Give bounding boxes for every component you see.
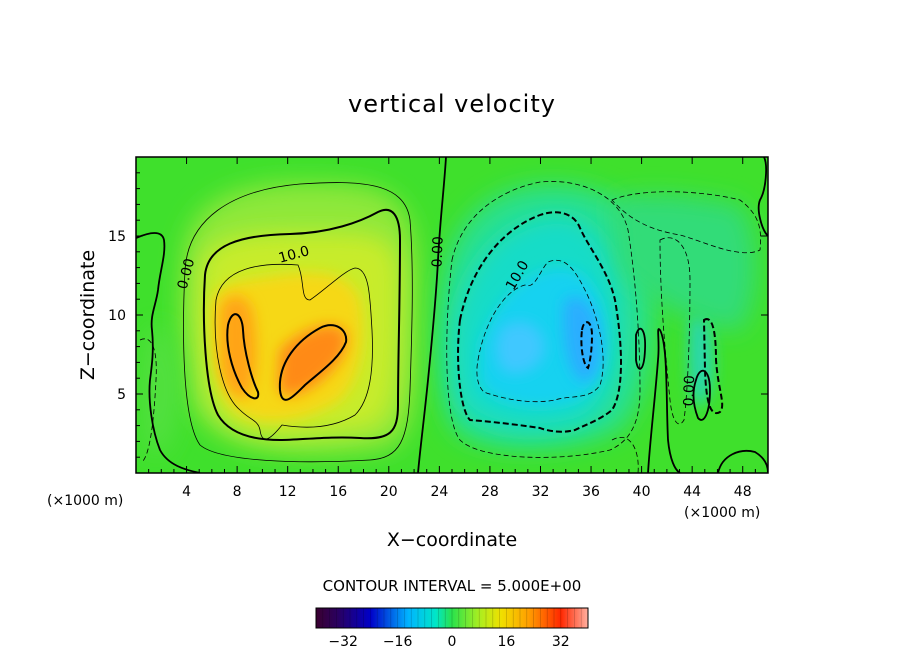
contour-label: 0.00 <box>175 257 199 291</box>
y-axis: 5 10 15 <box>108 172 768 458</box>
colorbar-tick-label: 32 <box>552 634 570 650</box>
contour-neg-10 <box>457 211 622 433</box>
x-axis: 4 8 12 16 20 24 28 32 36 40 44 48 <box>148 157 756 500</box>
x-tick-label: 32 <box>532 484 550 500</box>
contour-zero-edge <box>757 157 768 237</box>
x-tick-label: 40 <box>633 484 651 500</box>
x-tick-label: 16 <box>329 484 347 500</box>
y-tick-label: 15 <box>108 229 126 245</box>
colorbar-tick-label: −16 <box>383 634 413 650</box>
contour-zero-corner <box>717 450 768 473</box>
contour-neg-weak-3 <box>702 318 724 415</box>
contour-lines <box>136 157 768 473</box>
contour-zero-center <box>417 157 447 473</box>
contour-pos-15 <box>214 263 373 440</box>
contour-pos-5 <box>183 182 413 463</box>
x-tick-label: 44 <box>683 484 701 500</box>
color-field-blobs <box>142 182 756 456</box>
colorbar-gradient <box>315 607 589 629</box>
x-axis-title: X−coordinate <box>387 529 517 551</box>
contour-neg-5 <box>446 181 641 458</box>
colorbar-tick-label: −32 <box>328 634 358 650</box>
x-tick-label: 48 <box>734 484 752 500</box>
contour-neg-weak-2 <box>659 237 691 425</box>
colorbar-tick-label: 0 <box>448 634 457 650</box>
contour-neg-weak-1 <box>611 191 761 254</box>
colorbar-tick-label: 16 <box>497 634 515 650</box>
contour-label: 10.0 <box>277 243 311 267</box>
x-tick-label: 12 <box>279 484 297 500</box>
contour-neg-weak-5 <box>611 437 639 473</box>
contour-neg-20 <box>580 321 594 370</box>
x-tick-label: 28 <box>481 484 499 500</box>
contour-zero-right <box>647 328 681 473</box>
x-unit-left: (×1000 m) <box>47 493 123 509</box>
x-tick-label: 20 <box>380 484 398 500</box>
contour-zero-right-cell <box>635 327 646 370</box>
contour-label: 0.00 <box>430 236 447 268</box>
contour-pos-10 <box>202 208 402 442</box>
contour-zero-left <box>136 232 201 473</box>
chart-title: vertical velocity <box>348 90 556 118</box>
x-tick-label: 8 <box>233 484 242 500</box>
y-axis-title: Z−coordinate <box>77 250 99 380</box>
contour-pos-20-b <box>278 324 348 401</box>
contour-label: 0.00 <box>681 375 698 407</box>
y-tick-label: 10 <box>108 308 126 324</box>
colorbar-stripes <box>322 608 582 628</box>
x-tick-label: 4 <box>182 484 191 500</box>
contour-neg-weak-4 <box>139 338 157 463</box>
plot-area <box>136 157 768 473</box>
contour-interval-text: CONTOUR INTERVAL = 5.000E+00 <box>323 577 582 595</box>
x-tick-label: 24 <box>430 484 448 500</box>
y-tick-label: 5 <box>117 387 126 403</box>
colorbar: −32 −16 0 16 32 <box>315 607 589 650</box>
x-unit-right: (×1000 m) <box>684 505 760 521</box>
x-tick-label: 36 <box>582 484 600 500</box>
contour-neg-15 <box>476 259 604 403</box>
colorbar-ticks: −32 −16 0 16 32 <box>328 634 569 650</box>
contour-pos-20-a <box>226 313 260 400</box>
